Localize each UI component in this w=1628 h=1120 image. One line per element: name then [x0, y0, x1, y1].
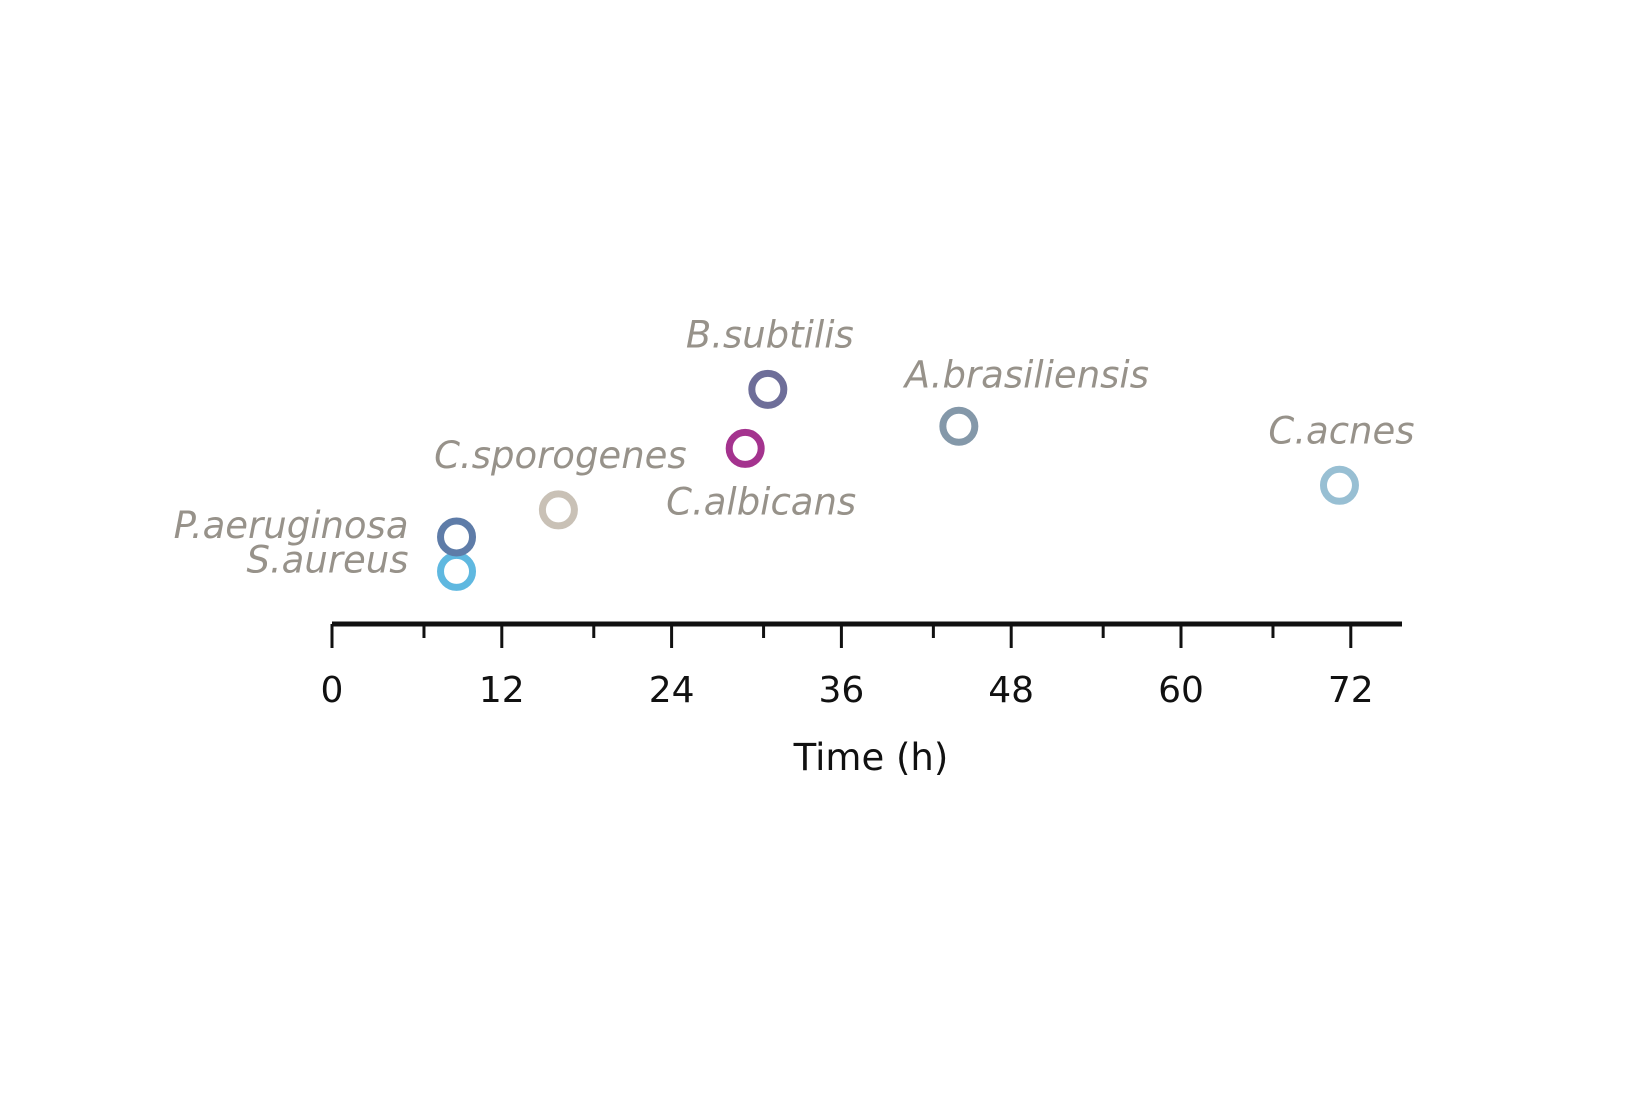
data-point-label: P.aeruginosa — [174, 504, 409, 547]
data-point — [437, 551, 477, 591]
data-points — [437, 369, 1359, 591]
x-tick-label: 60 — [1158, 670, 1204, 711]
x-axis: 0 12 24 36 48 60 72 Time (h) — [321, 621, 1402, 779]
x-axis-title: Time (h) — [793, 736, 949, 779]
data-point-label: A.brasiliensis — [903, 353, 1149, 396]
x-tick-label: 48 — [988, 670, 1034, 711]
x-axis-tick-labels: 0 12 24 36 48 60 72 — [321, 670, 1374, 711]
data-point-label: B.subtilis — [686, 313, 854, 356]
x-tick-label: 12 — [479, 670, 525, 711]
data-point-label: S.aureus — [246, 538, 408, 581]
data-point — [748, 369, 788, 409]
data-point — [725, 428, 765, 468]
data-point — [939, 406, 979, 446]
x-axis-ticks — [330, 624, 1353, 648]
data-point — [538, 490, 578, 530]
x-tick-label: 72 — [1328, 670, 1374, 711]
data-point — [437, 517, 477, 557]
x-tick-label: 24 — [649, 670, 695, 711]
x-tick-label: 0 — [321, 670, 344, 711]
x-tick-label: 36 — [818, 670, 864, 711]
data-point — [1319, 465, 1359, 505]
data-point-label: C.sporogenes — [434, 434, 687, 477]
data-point-label: C.albicans — [666, 480, 856, 523]
data-point-label: C.acnes — [1268, 409, 1414, 452]
